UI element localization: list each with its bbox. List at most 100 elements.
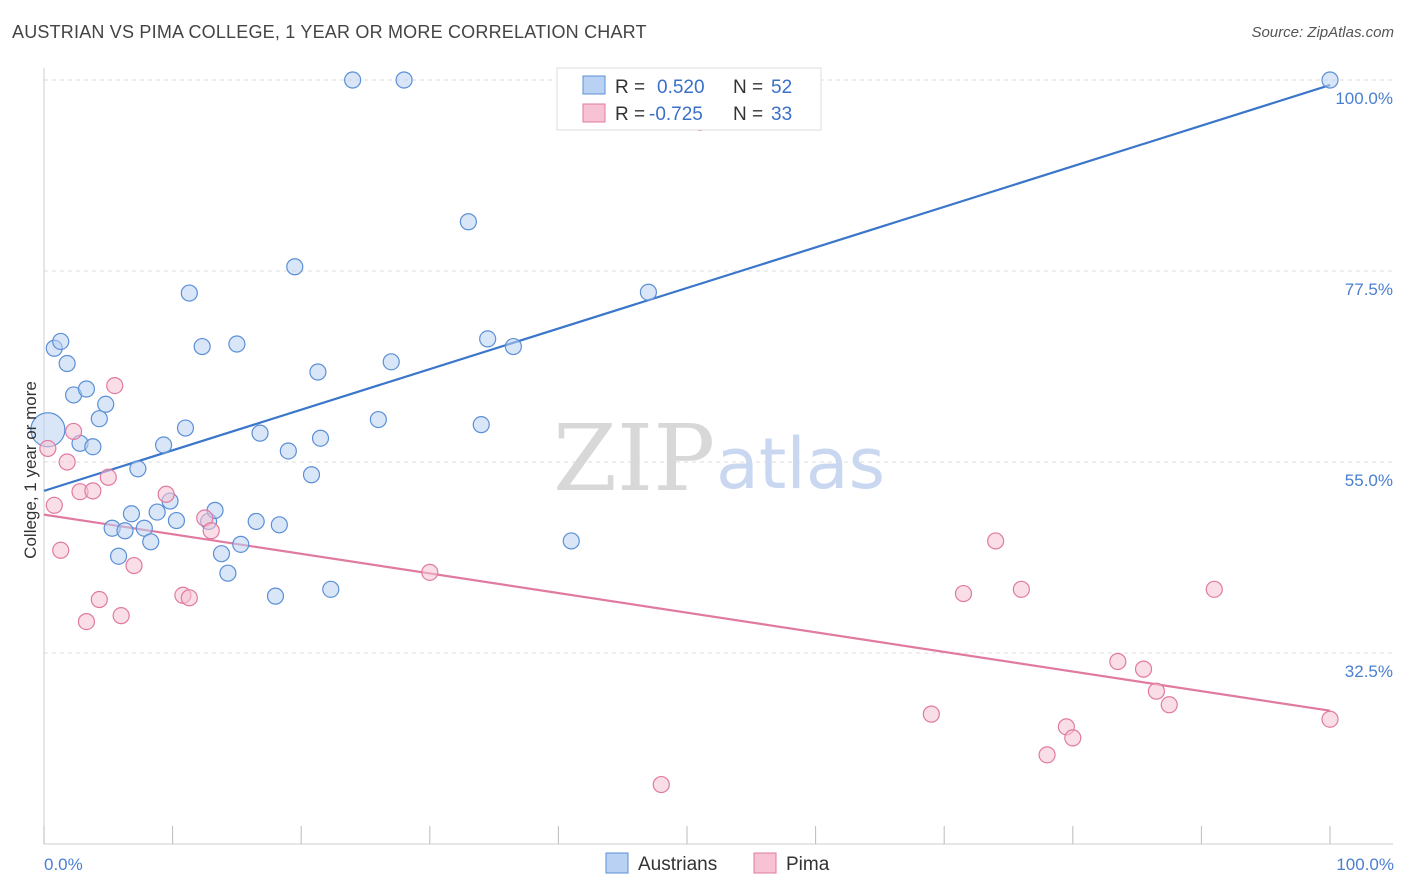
pima-point-4 xyxy=(64,422,83,441)
legend-r-label-2: R = xyxy=(615,104,645,125)
pima-point-21 xyxy=(922,705,940,723)
pima-point-7 xyxy=(84,482,102,500)
pima-point-2 xyxy=(52,541,70,559)
y-axis-label: College, 1 year or more xyxy=(21,381,40,559)
austrians-point-43 xyxy=(395,71,413,89)
austrians-point-47 xyxy=(504,337,522,356)
austrians-point-32 xyxy=(266,587,285,605)
y-tick-label-0: 32.5% xyxy=(1345,662,1393,681)
austrians-point-13 xyxy=(122,505,141,523)
austrians-point-31 xyxy=(251,424,269,442)
austrians-point-18 xyxy=(154,436,173,454)
austrians-point-34 xyxy=(279,442,297,460)
y-tick-label-1: 55.0% xyxy=(1345,471,1393,490)
pima-point-29 xyxy=(1134,660,1153,678)
pima-point-27 xyxy=(1064,729,1082,747)
austrians-point-48 xyxy=(562,532,580,550)
pima-point-22 xyxy=(954,584,973,603)
austrians-point-29 xyxy=(232,535,250,553)
austrians-point-11 xyxy=(109,547,128,565)
austrians-point-41 xyxy=(369,410,387,429)
y-tick-label-3: 100.0% xyxy=(1335,89,1393,108)
austrians-point-46 xyxy=(479,330,497,348)
austrians-point-22 xyxy=(180,284,198,302)
austrians-point-37 xyxy=(309,363,327,381)
austrians-point-51 xyxy=(1321,71,1339,89)
pima-point-25 xyxy=(1038,746,1056,764)
pima-point-9 xyxy=(99,468,117,486)
pima-point-12 xyxy=(125,556,143,575)
legend-n-value-1: 52 xyxy=(771,77,792,98)
x-tick-label-max: 100.0% xyxy=(1336,855,1394,874)
pima-point-28 xyxy=(1109,652,1127,671)
pima-point-0 xyxy=(39,439,57,458)
austrians-point-36 xyxy=(302,466,321,484)
austrians-point-45 xyxy=(472,416,490,434)
chart-title: AUSTRIAN VS PIMA COLLEGE, 1 YEAR OR MORE… xyxy=(12,22,647,42)
austrians-point-40 xyxy=(344,71,362,89)
austrians-point-28 xyxy=(228,335,246,353)
pima-point-17 xyxy=(202,522,220,540)
austrians-point-7 xyxy=(84,438,102,456)
austrians-point-3 xyxy=(58,354,76,373)
x-tick-label-min: 0.0% xyxy=(44,855,83,874)
austrians-point-17 xyxy=(148,503,166,521)
austrians-point-27 xyxy=(219,564,237,582)
pima-point-24 xyxy=(1012,580,1030,598)
legend-r-value-2: -0.725 xyxy=(649,104,703,125)
watermark: ZIP atlas xyxy=(553,405,885,512)
austrians-point-35 xyxy=(286,258,304,276)
pima-point-23 xyxy=(987,532,1005,550)
austrians-point-16 xyxy=(142,533,160,551)
pima-point-10 xyxy=(106,377,124,395)
pima-point-3 xyxy=(58,453,76,471)
austrians-point-44 xyxy=(459,213,477,231)
legend-r-value-1: 0.520 xyxy=(657,77,705,98)
pima-point-18 xyxy=(421,563,439,581)
pima-point-6 xyxy=(77,612,96,631)
austrians-trend-line xyxy=(43,84,1331,492)
austrians-point-12 xyxy=(116,522,134,540)
legend: R = 0.520 N = 52 R = -0.725 N = 33 xyxy=(556,67,822,131)
bottom-legend-label-austrians: Austrians xyxy=(638,854,717,875)
pima-point-13 xyxy=(157,485,175,503)
y-tick-label-2: 77.5% xyxy=(1345,280,1393,299)
pima-point-15 xyxy=(180,589,198,607)
pima-point-30 xyxy=(1147,682,1165,700)
grid-lines xyxy=(44,79,1393,654)
austrians-point-49 xyxy=(639,283,658,301)
austrians-point-23 xyxy=(193,337,211,356)
austrians-point-21 xyxy=(176,419,195,437)
austrians-point-14 xyxy=(129,460,147,478)
austrians-point-42 xyxy=(382,353,400,371)
data-points xyxy=(30,71,1339,794)
legend-n-value-2: 33 xyxy=(771,104,792,125)
watermark-zip: ZIP xyxy=(553,405,715,512)
austrians-point-33 xyxy=(270,516,288,534)
bottom-legend-swatch-austrians xyxy=(605,852,629,874)
legend-r-label-1: R = xyxy=(615,77,645,98)
legend-n-label-2: N = xyxy=(733,104,763,125)
source-credit: Source: ZipAtlas.com xyxy=(1251,24,1394,41)
austrians-point-30 xyxy=(247,512,265,531)
austrians-point-20 xyxy=(167,511,186,530)
legend-n-label-1: N = xyxy=(733,77,763,98)
austrians-point-9 xyxy=(97,395,115,413)
bottom-legend-swatch-pima xyxy=(753,852,777,874)
pima-point-11 xyxy=(112,607,130,625)
bottom-legend-label-pima: Pima xyxy=(786,854,830,875)
austrians-point-38 xyxy=(311,429,330,447)
legend-swatch-austrians xyxy=(582,75,606,95)
pima-point-32 xyxy=(1205,580,1223,598)
pima-point-31 xyxy=(1160,696,1178,714)
pima-point-33 xyxy=(1321,710,1339,728)
trend-lines xyxy=(43,84,1331,712)
watermark-atlas: atlas xyxy=(716,423,885,505)
pima-point-8 xyxy=(90,590,108,609)
austrians-point-26 xyxy=(212,545,231,563)
y-tick-labels: 32.5% 55.0% 77.5% 100.0% xyxy=(1335,89,1393,681)
austrians-point-8 xyxy=(90,410,108,428)
legend-swatch-pima xyxy=(582,103,606,123)
bottom-legend: Austrians Pima xyxy=(605,852,830,875)
